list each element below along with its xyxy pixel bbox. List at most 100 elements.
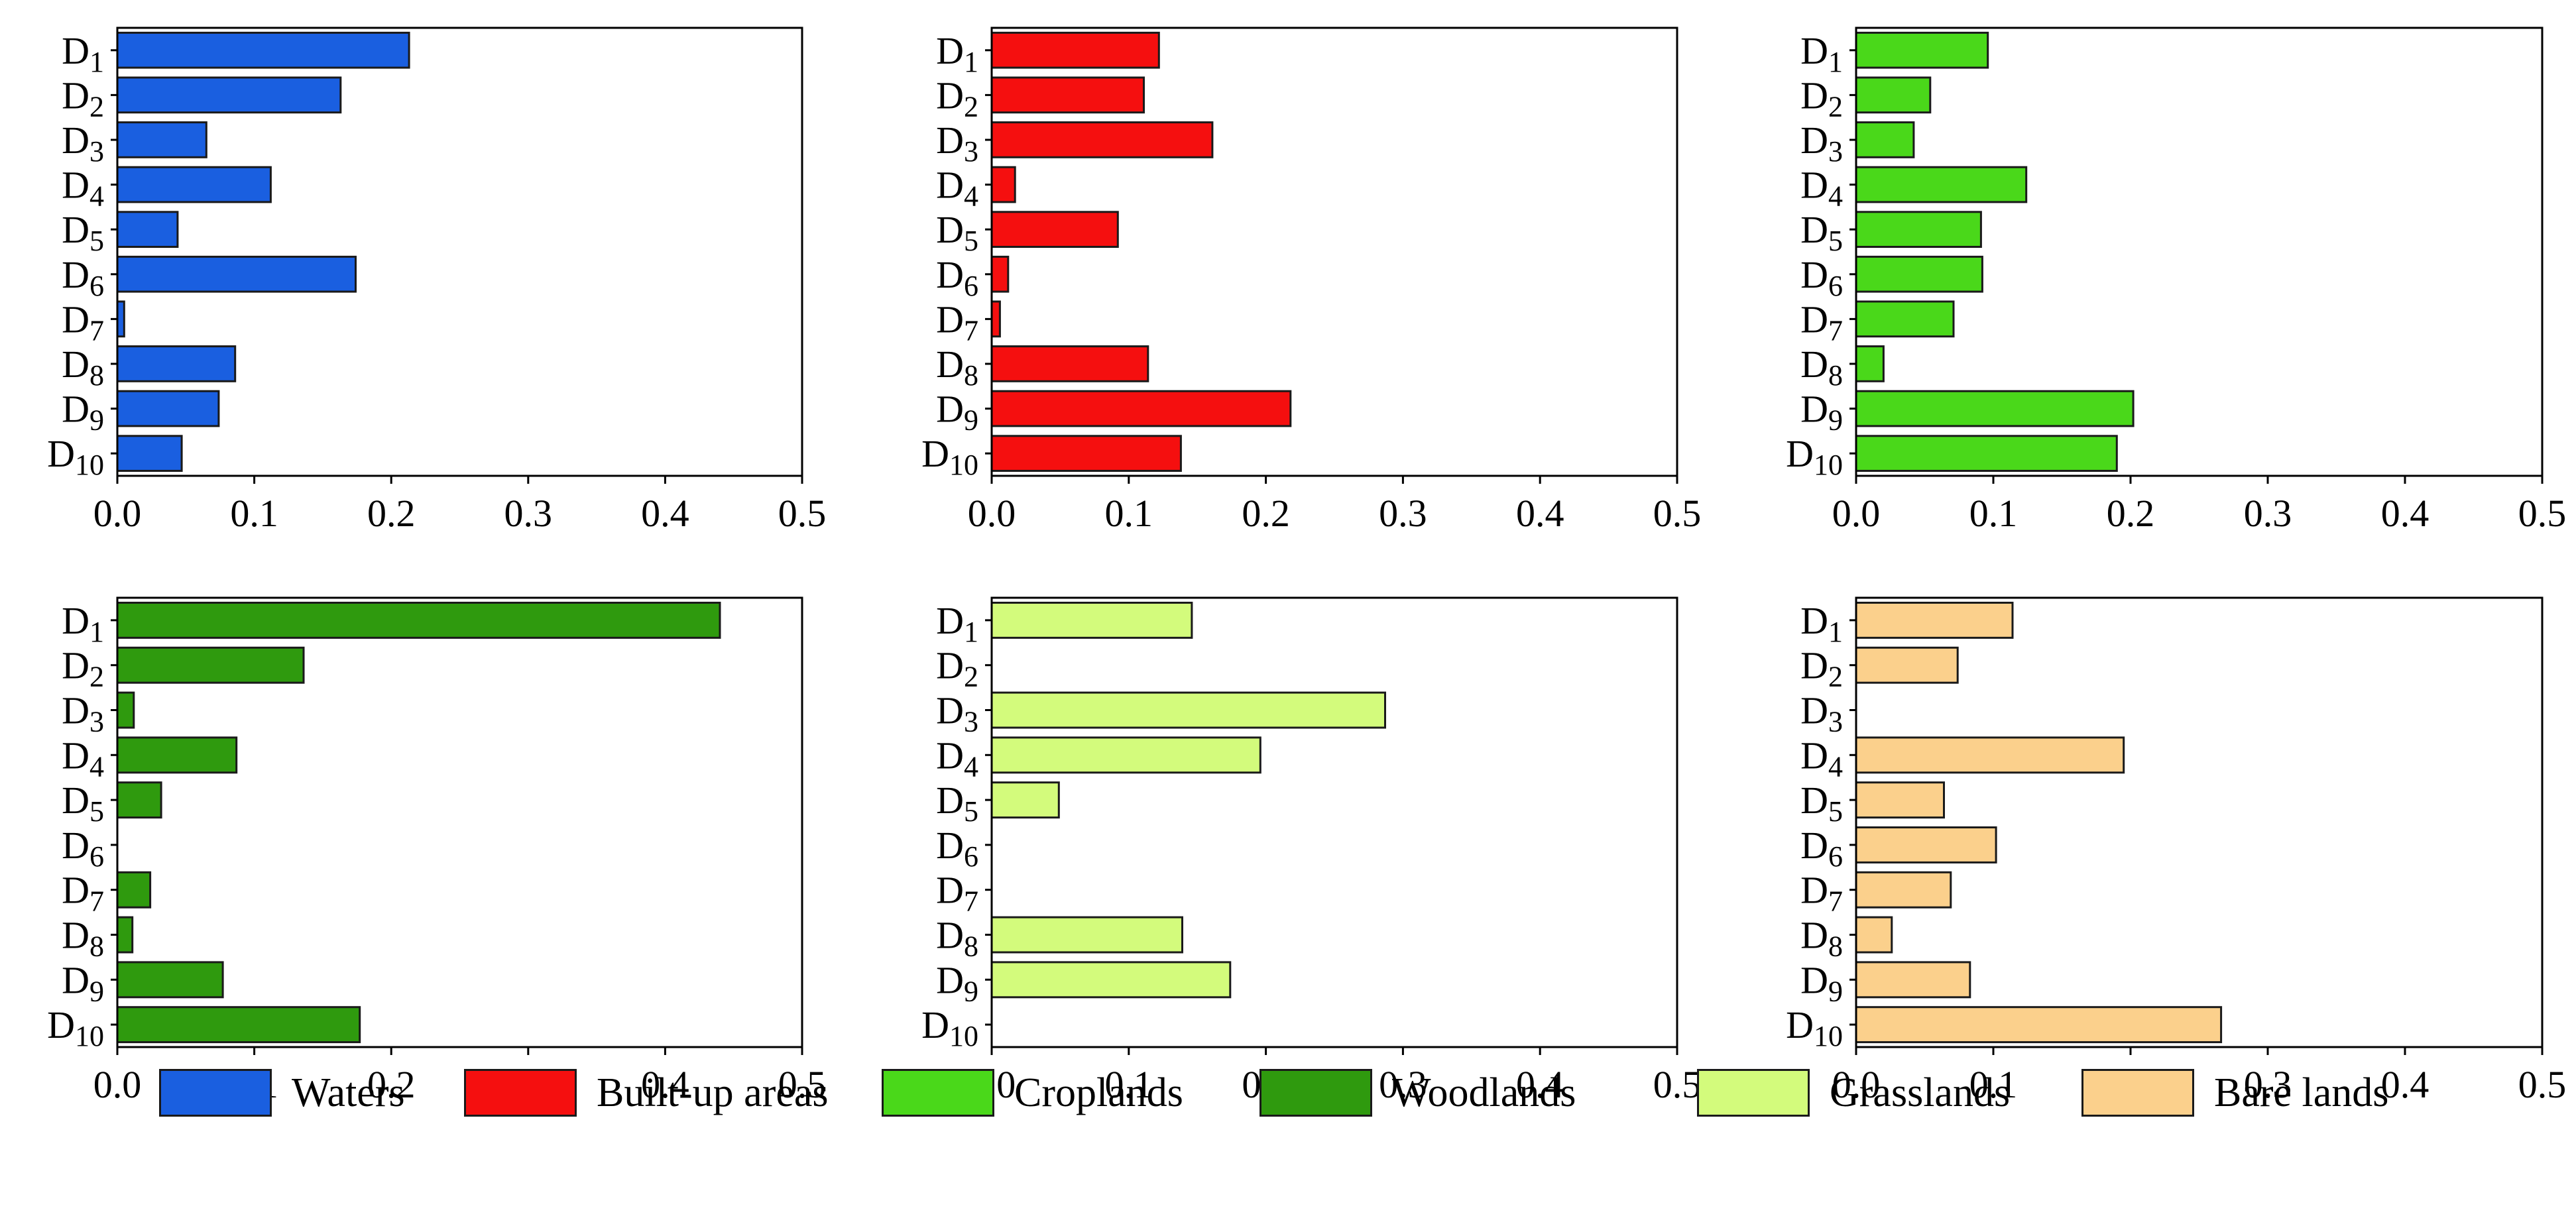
x-tick-label: 0.5 [2518, 1063, 2567, 1106]
y-tick-label: D9 [936, 388, 978, 437]
bar-woodlands-d8 [116, 916, 134, 954]
bar-croplands-d8 [1855, 345, 1885, 382]
y-tick-label: D10 [1786, 1003, 1843, 1052]
bar-waters-d8 [116, 345, 237, 382]
x-tick-label: 0.1 [1969, 1063, 2018, 1106]
bar-woodlands-d9 [116, 961, 224, 999]
legend: Waters Built-up areas Croplands Woodland… [159, 1057, 2559, 1130]
y-tick-label: D9 [1800, 958, 1843, 1007]
y-tick-label: D4 [936, 164, 978, 213]
bar-grasslands-d5 [990, 781, 1060, 819]
bar-woodlands-d3 [116, 691, 135, 729]
y-tick-label: D6 [936, 253, 978, 302]
x-tick-label: 0.5 [1653, 1063, 1702, 1106]
y-tick-label: D4 [1800, 734, 1843, 783]
legend-swatch-croplands [882, 1069, 994, 1117]
x-tick-label: 0.4 [641, 492, 689, 535]
x-tick-label: 0.5 [778, 1063, 827, 1106]
bar-built-up-areas-d8 [990, 345, 1149, 382]
y-tick-label: D4 [62, 164, 104, 213]
y-tick-label: D3 [62, 689, 104, 738]
y-tick-label: D6 [1800, 824, 1843, 873]
x-tick-label: 0.1 [1105, 492, 1153, 535]
y-tick-label: D7 [62, 298, 104, 347]
legend-label-bare-lands: Bare lands [2214, 1070, 2389, 1115]
y-tick-label: D5 [1800, 208, 1843, 257]
y-tick-label: D4 [936, 734, 978, 783]
bar-built-up-areas-d10 [990, 435, 1182, 472]
bar-grasslands-d8 [990, 916, 1183, 954]
x-tick-label: 0.4 [641, 1063, 689, 1106]
plot-frame [990, 27, 1678, 477]
bar-woodlands-d7 [116, 871, 152, 909]
y-tick-label: D2 [62, 74, 104, 123]
y-tick-label: D8 [1800, 343, 1843, 392]
legend-swatch-waters [159, 1069, 272, 1117]
y-tick-label: D6 [62, 253, 104, 302]
bar-built-up-areas-d1 [990, 31, 1160, 69]
y-tick-label: D3 [1800, 119, 1843, 168]
x-tick-label: 0.0 [968, 492, 1016, 535]
x-tick-label: 0.2 [367, 1063, 416, 1106]
y-tick-label: D5 [62, 208, 104, 257]
legend-swatch-woodlands [1259, 1069, 1372, 1117]
x-tick-label: 0.3 [1379, 1063, 1427, 1106]
bar-croplands-d9 [1855, 390, 2135, 427]
bar-croplands-d4 [1855, 166, 2028, 203]
bar-built-up-areas-d3 [990, 121, 1214, 158]
y-tick-label: D2 [936, 644, 978, 693]
bar-built-up-areas-d6 [990, 255, 1010, 293]
bar-woodlands-d10 [116, 1006, 361, 1044]
y-tick-label: D1 [936, 599, 978, 648]
x-tick-label: 0.5 [2518, 492, 2567, 535]
bar-built-up-areas-d9 [990, 390, 1292, 427]
bar-woodlands-d5 [116, 781, 162, 819]
bar-croplands-d1 [1855, 31, 1989, 69]
y-tick-label: D7 [62, 869, 104, 918]
bar-waters-d2 [116, 76, 342, 114]
y-tick-label: D5 [1800, 779, 1843, 828]
bar-built-up-areas-d7 [990, 300, 1001, 338]
bar-croplands-d5 [1855, 211, 1982, 248]
x-tick-label: 0.0 [93, 1063, 142, 1106]
y-tick-label: D8 [936, 914, 978, 963]
y-tick-label: D8 [936, 343, 978, 392]
legend-label-grasslands: Grasslands [1830, 1070, 2011, 1115]
x-tick-label: 0.4 [2381, 492, 2430, 535]
x-tick-label: 0.1 [230, 492, 278, 535]
x-tick-label: 0.2 [1242, 492, 1290, 535]
y-tick-label: D6 [936, 824, 978, 873]
bar-waters-d6 [116, 255, 357, 293]
x-tick-label: 0.4 [2381, 1063, 2430, 1106]
y-tick-label: D9 [62, 958, 104, 1007]
y-tick-label: D2 [1800, 74, 1843, 123]
bar-grasslands-d1 [990, 602, 1193, 639]
y-tick-label: D9 [62, 388, 104, 437]
y-tick-label: D5 [936, 208, 978, 257]
y-tick-label: D2 [936, 74, 978, 123]
y-tick-label: D7 [936, 869, 978, 918]
y-tick-label: D4 [1800, 164, 1843, 213]
bar-woodlands-d2 [116, 646, 305, 684]
y-tick-label: D10 [921, 432, 978, 481]
x-tick-label: 0.1 [1969, 492, 2018, 535]
bar-bare-lands-d1 [1855, 602, 2014, 639]
bar-woodlands-d1 [116, 602, 721, 639]
y-tick-label: D5 [936, 779, 978, 828]
x-tick-label: 0.0 [93, 492, 142, 535]
bar-waters-d4 [116, 166, 272, 203]
y-tick-label: D4 [62, 734, 104, 783]
bar-bare-lands-d8 [1855, 916, 1893, 954]
bar-croplands-d10 [1855, 435, 2118, 472]
x-tick-label: 0.0 [1832, 1063, 1881, 1106]
x-tick-label: 0.2 [2107, 492, 2155, 535]
bar-waters-d5 [116, 211, 179, 248]
bar-waters-d1 [116, 31, 410, 69]
x-tick-label: 0.3 [504, 492, 553, 535]
legend-label-croplands: Croplands [1014, 1070, 1183, 1115]
x-tick-label: 0.1 [1105, 1063, 1153, 1106]
y-tick-label: D2 [62, 644, 104, 693]
